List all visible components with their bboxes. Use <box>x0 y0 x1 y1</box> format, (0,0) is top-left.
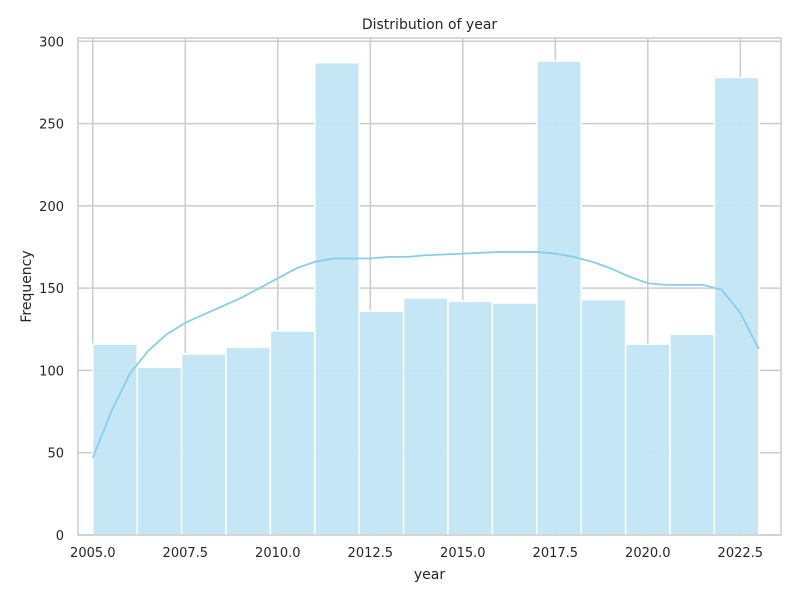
x-tick-label: 2015.0 <box>440 546 486 561</box>
histogram-bar <box>180 353 227 536</box>
y-tick-label: 0 <box>56 529 64 544</box>
x-tick-label: 2005.0 <box>70 546 116 561</box>
y-tick-label: 100 <box>39 364 64 379</box>
histogram-bar <box>447 300 494 536</box>
y-tick-label: 50 <box>47 447 64 462</box>
histogram-bar <box>536 60 582 536</box>
histogram-bar <box>136 366 183 536</box>
y-tick-label: 200 <box>39 200 64 215</box>
x-tick-label: 2020.0 <box>625 546 671 561</box>
y-tick-labels: 0 50 100 150 200 250 300 <box>39 35 64 544</box>
histogram-bar <box>314 61 360 536</box>
plot-frame <box>77 37 782 536</box>
histogram-bar <box>491 302 538 536</box>
histogram-bar <box>713 76 760 536</box>
x-tick-label: 2012.5 <box>348 546 394 561</box>
x-tick-label: 2007.5 <box>163 546 209 561</box>
histogram-bar <box>358 310 405 536</box>
y-tick-label: 150 <box>39 282 64 297</box>
histogram-bar <box>669 333 716 536</box>
y-tick-label: 250 <box>39 118 64 133</box>
x-axis-label: year <box>414 567 445 583</box>
histogram-bar <box>402 297 449 536</box>
x-tick-label: 2010.0 <box>255 546 301 561</box>
histogram-bar <box>269 330 316 536</box>
chart-title: Distribution of year <box>362 17 498 33</box>
x-tick-label: 2017.5 <box>533 546 579 561</box>
kde-curve <box>91 251 760 458</box>
x-tick-labels: 2005.0 2007.5 2010.0 2012.5 2015.0 2017.5 2020… <box>70 546 763 561</box>
histogram-bar <box>225 346 272 536</box>
y-axis-label: Frequency <box>19 250 35 322</box>
y-tick-label: 300 <box>39 35 64 50</box>
x-tick-label: 2022.5 <box>718 546 764 561</box>
histogram-bar <box>624 343 671 536</box>
histogram-bar <box>580 298 627 536</box>
histogram-bars <box>92 60 760 536</box>
